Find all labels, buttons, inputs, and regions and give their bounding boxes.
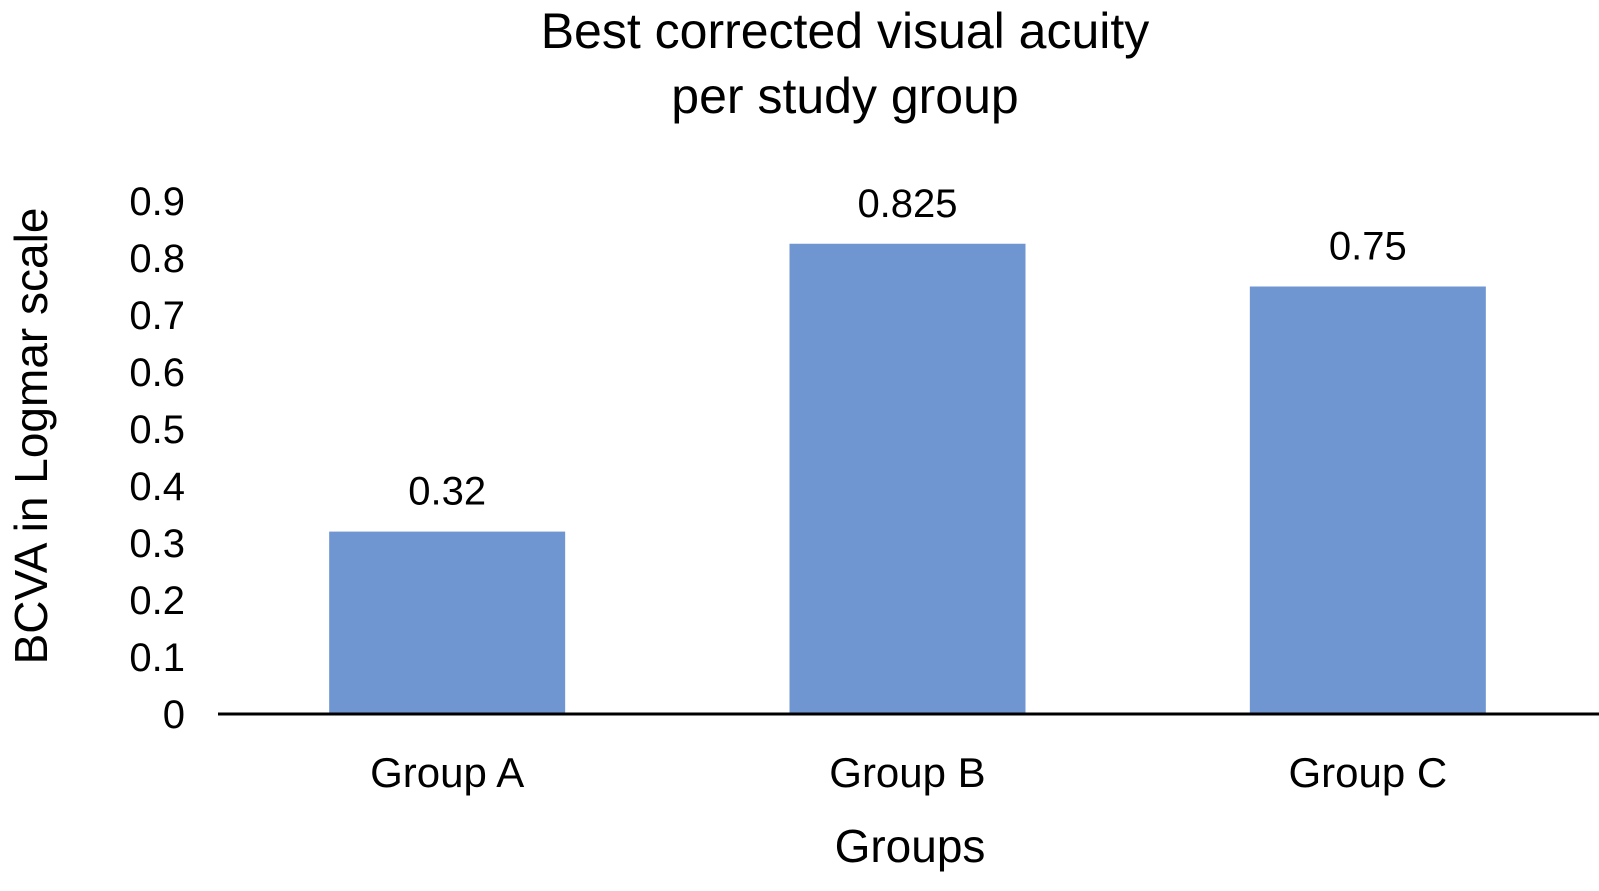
bars [329, 243, 1486, 714]
y-tick-label: 0.4 [129, 465, 185, 509]
data-labels: 0.32 0.825 0.75 [408, 182, 1407, 514]
x-tick-label: Group A [370, 749, 524, 796]
y-tick-label: 0.1 [129, 636, 185, 680]
y-tick-label: 0.6 [129, 351, 185, 395]
x-axis-title: Groups [835, 820, 986, 872]
x-tick-label: Group C [1288, 749, 1447, 796]
y-tick-label: 0 [163, 693, 185, 737]
y-tick-label: 0.7 [129, 294, 185, 338]
y-axis-ticks: 0 0.1 0.2 0.3 0.4 0.5 0.6 0.7 0.8 0.9 [129, 180, 185, 737]
bar-group-a [329, 531, 566, 714]
chart-title: Best corrected visual acuity per study g… [541, 3, 1150, 124]
x-tick-label: Group B [829, 749, 985, 796]
bar-group-b [789, 243, 1026, 714]
y-tick-label: 0.2 [129, 579, 185, 623]
bar-group-c [1249, 286, 1486, 714]
y-tick-label: 0.5 [129, 408, 185, 452]
y-tick-label: 0.8 [129, 237, 185, 281]
x-axis-tick-labels: Group A Group B Group C [370, 749, 1447, 796]
data-label: 0.75 [1329, 225, 1407, 269]
data-label: 0.32 [408, 470, 486, 514]
chart-title-line-2: per study group [671, 68, 1018, 124]
y-tick-label: 0.9 [129, 180, 185, 224]
chart-title-line-1: Best corrected visual acuity [541, 3, 1150, 59]
y-axis-title: BCVA in Logmar scale [5, 208, 57, 665]
y-tick-label: 0.3 [129, 522, 185, 566]
data-label: 0.825 [857, 182, 957, 226]
